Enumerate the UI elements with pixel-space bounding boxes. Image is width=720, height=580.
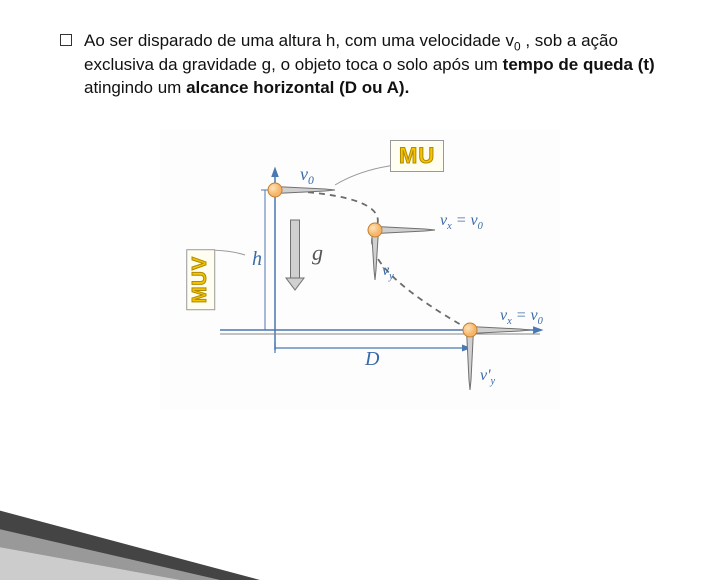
bullet-square-icon (60, 34, 72, 46)
svg-text:D: D (364, 348, 380, 370)
svg-text:g: g (312, 240, 323, 265)
svg-text:vx = v0: vx = v0 (500, 307, 544, 327)
svg-text:v0: v0 (300, 164, 314, 187)
diagram-svg: h Dv0 vx = v0 vy vx = v0 v'y g (160, 130, 560, 410)
svg-text:v'y: v'y (480, 367, 496, 387)
slide-accent (0, 440, 260, 580)
svg-text:vy: vy (382, 262, 394, 282)
svg-text:h: h (252, 248, 262, 270)
projectile-diagram: MU MUV h Dv0 vx = v0 vy vx = v0 v'y g (160, 130, 560, 410)
tag-muv: MUV (186, 249, 215, 310)
tag-mu: MU (390, 140, 444, 172)
bullet-item: Ao ser disparado de uma altura h, com um… (60, 30, 660, 100)
paragraph: Ao ser disparado de uma altura h, com um… (84, 30, 660, 100)
svg-text:vx = v0: vx = v0 (440, 212, 484, 232)
